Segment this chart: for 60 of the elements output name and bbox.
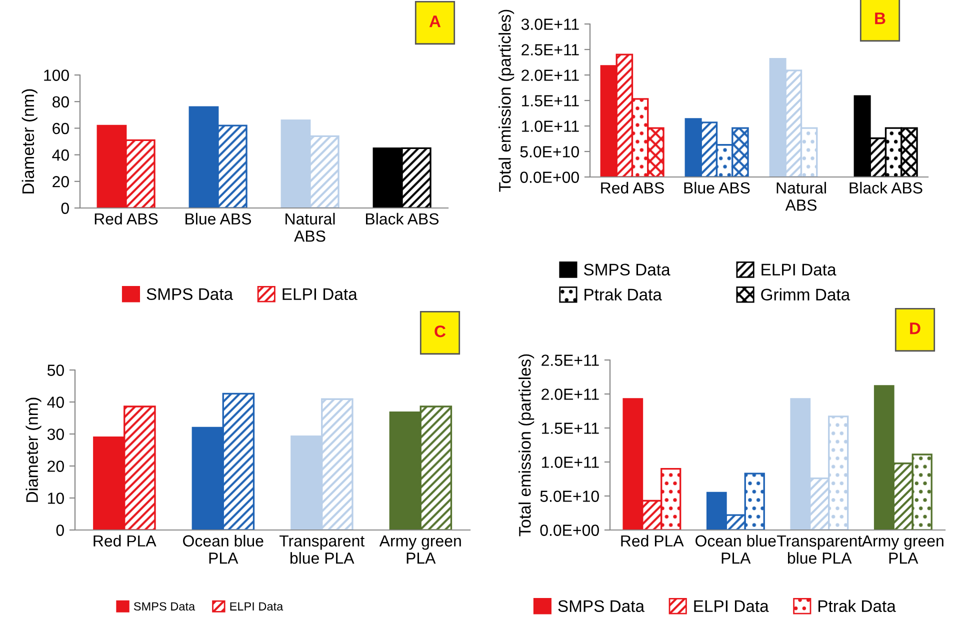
text: D (910, 322, 920, 334)
y-tick-label: 5.0E+10 (540, 490, 599, 502)
text: C (434, 325, 446, 338)
y-tick-label: 50 (47, 364, 64, 376)
x-tick-label: Natural ABS (286, 212, 335, 242)
y-tick-label: 1.5E+11 (542, 422, 599, 434)
x-tick-label: Red PLA (94, 534, 156, 547)
y-axis-title: Total emission (particles) (498, 10, 514, 192)
y-tick-label: 80 (52, 96, 69, 108)
x-tick-label: Transparent blue PLA (279, 535, 365, 564)
y-tick-label: 10 (48, 492, 64, 504)
y-tick-label: 2.5E+11 (542, 354, 599, 366)
x-tick-label: Red ABS (94, 212, 158, 225)
y-tick-label: 0.0E+00 (540, 524, 599, 536)
x-tick-label: Black ABS (366, 212, 439, 225)
legend-label: ELPI Data (282, 288, 358, 300)
y-tick-label: 0 (61, 202, 69, 214)
x-tick-label: Blue ABS (186, 212, 252, 225)
legend-label: ELPI Data (694, 600, 769, 612)
y-axis-title: Total emission (particles) (518, 354, 534, 536)
x-tick-label: Red ABS (601, 182, 664, 194)
y-tick-label: 40 (52, 149, 69, 161)
y-tick-label: 1.5E+11 (522, 95, 579, 106)
y-tick-label: 1.0E+11 (522, 120, 579, 132)
y-tick-label: 20 (48, 460, 64, 472)
legend-label: SMPS Data (134, 602, 196, 611)
y-tick-label: 1.0E+11 (542, 456, 599, 468)
y-tick-label: 5.0E+10 (520, 146, 579, 158)
text: A (429, 16, 441, 28)
y-tick-label: 3.0E+11 (521, 18, 579, 30)
legend-label: Ptrak Data (818, 600, 896, 612)
x-tick-label: Army green PLA (379, 535, 461, 564)
y-tick-label: 0 (56, 524, 64, 536)
x-tick-label: Black ABS (850, 182, 922, 194)
y-tick-label: 30 (47, 428, 64, 440)
y-tick-label: 2.0E+11 (542, 388, 599, 400)
x-tick-label: Red PLA (621, 534, 684, 547)
x-tick-label: Natural ABS (776, 182, 826, 211)
y-tick-label: 60 (52, 122, 69, 134)
y-tick-label: 2.0E+11 (522, 70, 579, 81)
y-axis-title: Diameter (nm) (22, 89, 38, 194)
y-tick-label: 40 (47, 396, 64, 408)
annotation: B (875, 12, 886, 24)
legend-label: SMPS Data (584, 264, 670, 276)
y-tick-label: 0.0E+00 (520, 172, 579, 183)
legend-label: ELPI Data (762, 264, 836, 276)
x-tick-label: Ocean blue PLA (696, 534, 776, 564)
legend-label: Ptrak Data (584, 288, 662, 300)
y-axis-title: Diameter (nm) (26, 398, 42, 502)
x-tick-label: Transparent blue PLA (776, 535, 862, 564)
y-tick-label: 20 (52, 176, 69, 188)
y-tick-label: 2.5E+11 (522, 44, 579, 56)
x-tick-label: Ocean blue PLA (183, 534, 264, 564)
x-tick-label: Blue ABS (684, 182, 750, 194)
legend-label: Grimm Data (761, 288, 850, 300)
legend-label: SMPS Data (558, 600, 645, 612)
x-tick-label: Army green PLA (862, 535, 944, 564)
legend-label: ELPI Data (230, 602, 284, 611)
legend-label: SMPS Data (146, 288, 234, 300)
y-tick-label: 100 (44, 70, 69, 81)
